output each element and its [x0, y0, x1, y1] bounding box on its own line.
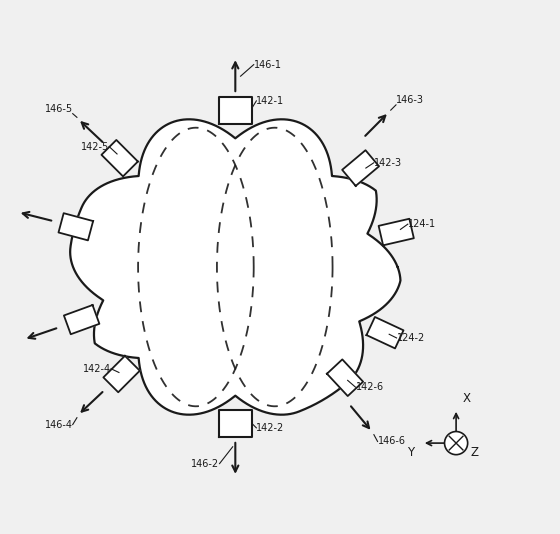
Text: 142-4: 142-4 — [83, 364, 111, 374]
Text: 146-5: 146-5 — [45, 104, 73, 114]
Text: Z: Z — [471, 446, 479, 459]
Text: 124-2: 124-2 — [396, 333, 425, 343]
Text: 146-4: 146-4 — [45, 420, 73, 429]
Polygon shape — [327, 359, 363, 396]
Polygon shape — [366, 317, 404, 348]
Text: 142-5: 142-5 — [81, 142, 109, 152]
Text: 124-1: 124-1 — [408, 219, 436, 229]
Polygon shape — [219, 97, 251, 124]
Polygon shape — [219, 410, 251, 437]
Text: 146-3: 146-3 — [396, 95, 424, 105]
Polygon shape — [379, 219, 414, 245]
Polygon shape — [104, 356, 140, 392]
Text: 142-1: 142-1 — [256, 97, 284, 106]
Text: 146-6: 146-6 — [377, 436, 405, 446]
Polygon shape — [70, 119, 400, 415]
Text: X: X — [463, 392, 470, 405]
Text: Y: Y — [407, 446, 414, 459]
Text: 142-2: 142-2 — [256, 423, 284, 433]
Text: 142-6: 142-6 — [356, 382, 384, 392]
Circle shape — [445, 431, 468, 454]
Text: 146-2: 146-2 — [192, 459, 220, 469]
Text: 142-3: 142-3 — [374, 158, 402, 168]
Polygon shape — [342, 150, 379, 186]
Polygon shape — [58, 213, 93, 240]
Text: 146-1: 146-1 — [254, 60, 282, 69]
Polygon shape — [64, 305, 99, 334]
Polygon shape — [101, 140, 138, 176]
